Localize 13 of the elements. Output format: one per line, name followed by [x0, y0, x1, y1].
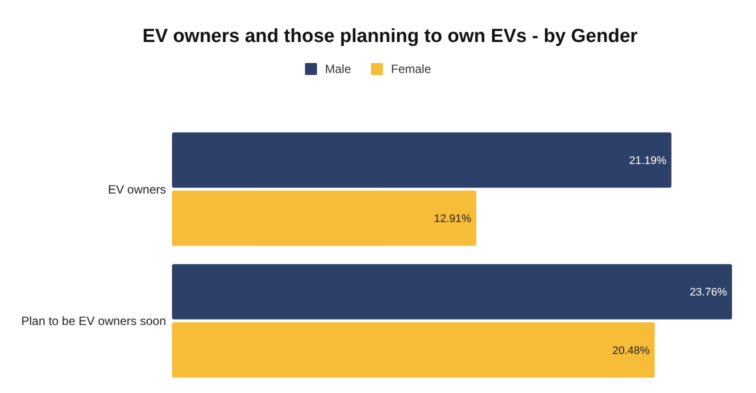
bar: [172, 322, 655, 378]
data-label: 20.48%: [612, 344, 650, 357]
data-label: 21.19%: [629, 154, 667, 167]
data-label: 23.76%: [690, 286, 728, 299]
legend-label: Female: [391, 62, 432, 76]
bar: [172, 190, 476, 246]
data-label: 12.91%: [434, 213, 472, 226]
legend-label: Male: [325, 62, 352, 76]
y-tick-label: Plan to be EV owners soon: [21, 314, 166, 328]
y-tick-label: EV owners: [108, 182, 166, 196]
bar: [172, 132, 672, 188]
chart-title: EV owners and those planning to own EVs - by Gender: [142, 26, 638, 47]
bar: [172, 264, 732, 320]
